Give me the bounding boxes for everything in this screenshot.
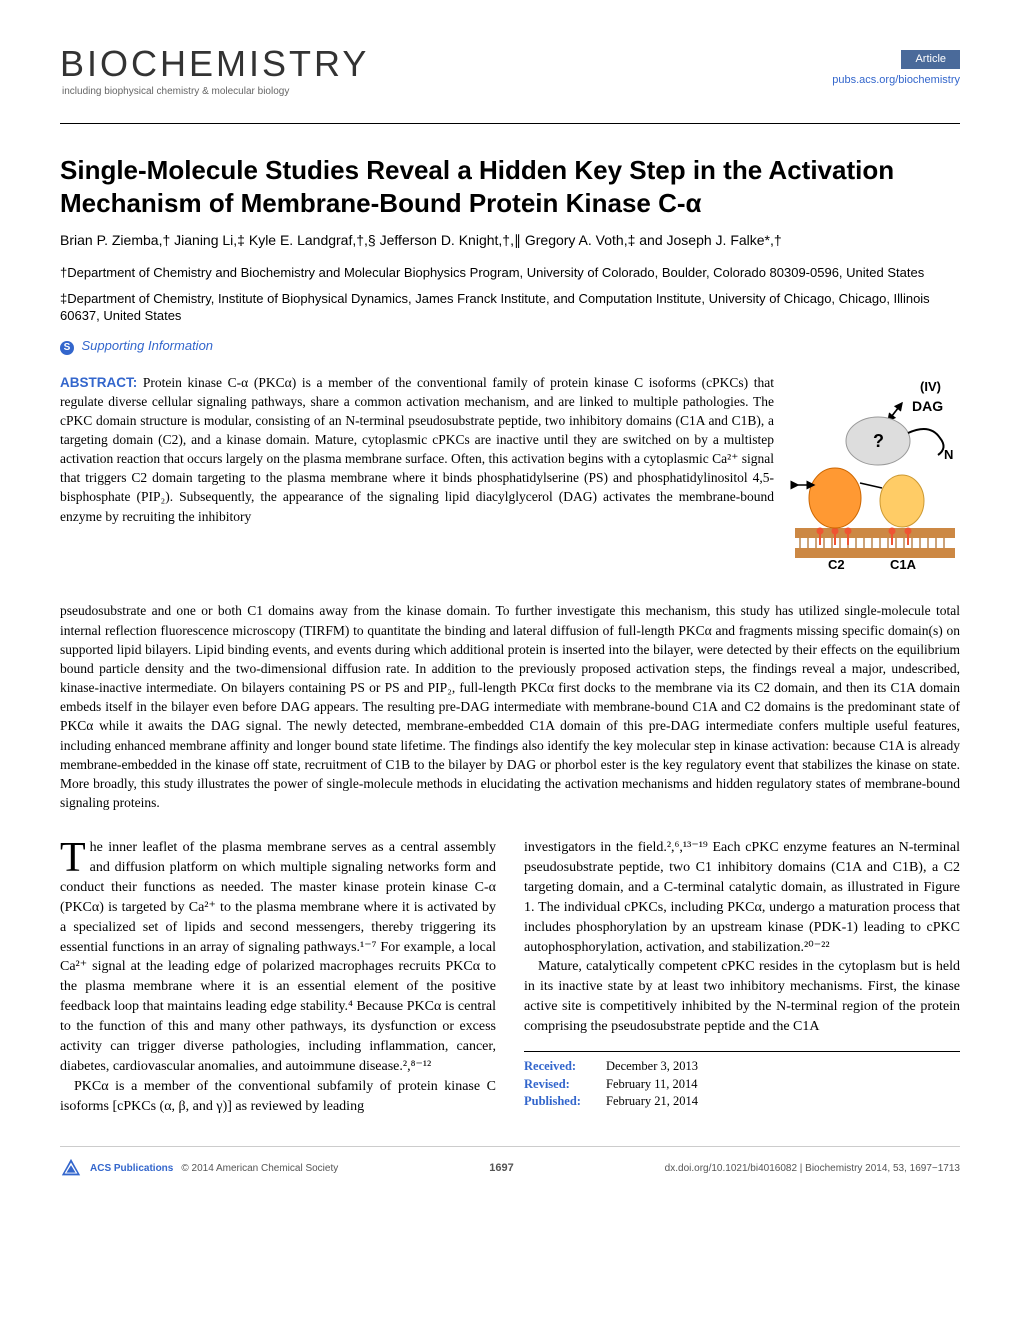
affiliation-1: †Department of Chemistry and Biochemistr… — [60, 264, 960, 282]
affiliation-2: ‡Department of Chemistry, Institute of B… — [60, 290, 960, 325]
journal-logo: BIOCHEMISTRY including biophysical chemi… — [60, 40, 369, 98]
n-terminus-line — [908, 429, 944, 455]
acs-logo-icon — [60, 1157, 82, 1179]
supporting-info-icon: S — [60, 341, 74, 355]
journal-name: BIOCHEMISTRY — [60, 40, 369, 89]
membrane — [795, 527, 955, 558]
dag-label: DAG — [912, 398, 943, 414]
body-p3: investigators in the field.²,⁶,¹³⁻¹⁹ Eac… — [524, 838, 960, 957]
abstract-block: ABSTRACT: Protein kinase C-α (PKCα) is a… — [60, 373, 960, 580]
article-title: Single-Molecule Studies Reveal a Hidden … — [60, 154, 960, 219]
header-right: Article pubs.acs.org/biochemistry — [832, 50, 960, 88]
body-column-right: investigators in the field.²,⁶,¹³⁻¹⁹ Eac… — [524, 838, 960, 1116]
doi-citation: dx.doi.org/10.1021/bi4016082 | Biochemis… — [665, 1162, 960, 1176]
iv-label: (IV) — [920, 379, 941, 394]
author-list: Brian P. Ziemba,† Jianing Li,‡ Kyle E. L… — [60, 231, 960, 250]
published-date: February 21, 2014 — [606, 1093, 698, 1111]
body-p2: PKCα is a member of the conventional sub… — [60, 1077, 496, 1117]
page-footer: ACS Publications © 2014 American Chemica… — [60, 1146, 960, 1179]
c2-domain — [809, 468, 861, 528]
dates-box: Received: December 3, 2013 Revised: Februa… — [524, 1051, 960, 1111]
received-label: Received: — [524, 1058, 596, 1076]
body-p4: Mature, catalytically competent cPKC res… — [524, 957, 960, 1037]
header-divider — [60, 123, 960, 124]
page-header: BIOCHEMISTRY including biophysical chemi… — [60, 40, 960, 98]
abstract-graphic: (IV) DAG C2 — [790, 373, 960, 580]
body-columns: The inner leaflet of the plasma membrane… — [60, 838, 960, 1116]
abstract-label: ABSTRACT: — [60, 375, 137, 390]
abstract-body-first: Protein kinase C-α (PKCα) is a member of… — [60, 375, 774, 524]
page-number: 1697 — [489, 1161, 513, 1176]
article-badge: Article — [901, 50, 960, 69]
n-label: N — [944, 447, 953, 462]
supporting-info-label: Supporting Information — [82, 338, 214, 353]
supporting-info-row[interactable]: S Supporting Information — [60, 337, 960, 357]
domain-linker — [860, 483, 882, 488]
acs-pub-label: ACS Publications — [90, 1162, 173, 1176]
revised-date: February 11, 2014 — [606, 1076, 698, 1094]
journal-subtitle: including biophysical chemistry & molecu… — [62, 85, 369, 99]
toc-graphic-svg: (IV) DAG C2 — [790, 373, 960, 573]
c2-label: C2 — [828, 557, 845, 572]
question-mark: ? — [873, 431, 884, 451]
published-label: Published: — [524, 1093, 596, 1111]
dropcap: T — [60, 838, 90, 876]
received-date: December 3, 2013 — [606, 1058, 698, 1076]
footer-left: ACS Publications © 2014 American Chemica… — [60, 1157, 338, 1179]
publication-link[interactable]: pubs.acs.org/biochemistry — [832, 73, 960, 88]
c1a-domain — [880, 475, 924, 527]
c1a-label: C1A — [890, 557, 917, 572]
copyright-text: © 2014 American Chemical Society — [181, 1162, 338, 1176]
revised-label: Revised: — [524, 1076, 596, 1094]
body-column-left: The inner leaflet of the plasma membrane… — [60, 838, 496, 1116]
abstract-body-continued: pseudosubstrate and one or both C1 domai… — [60, 601, 960, 812]
body-p1: The inner leaflet of the plasma membrane… — [60, 838, 496, 1077]
abstract-text-first: ABSTRACT: Protein kinase C-α (PKCα) is a… — [60, 373, 774, 580]
